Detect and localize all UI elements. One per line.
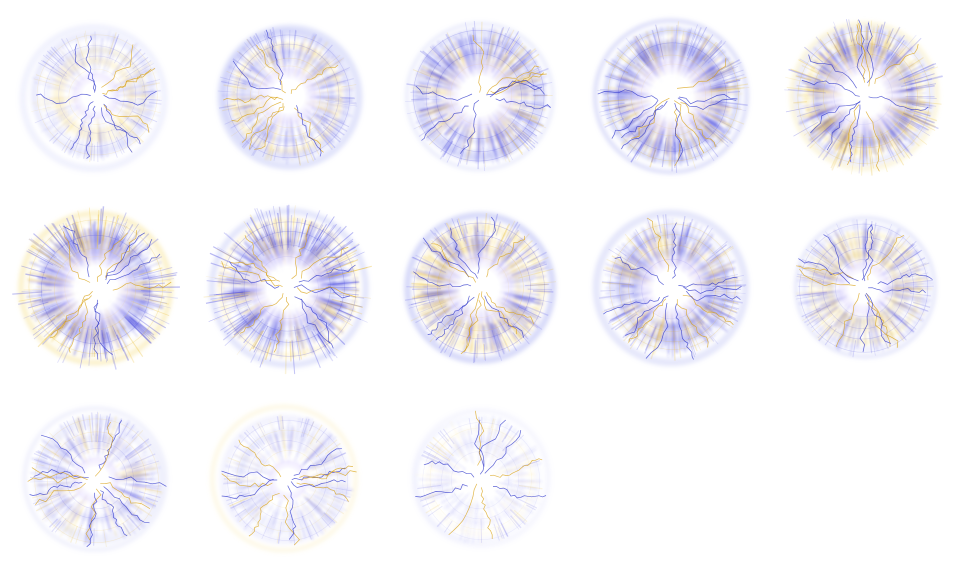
energy-burst-frame-8 [384,192,576,384]
energy-burst-graphic [593,18,750,175]
energy-burst-graphic [404,211,557,364]
energy-burst-graphic [22,406,168,552]
energy-burst-frame-2 [192,0,384,192]
energy-burst-graphic [411,408,551,548]
energy-burst-graphic [217,24,363,170]
energy-burst-graphic [209,404,359,553]
energy-burst-frame-11 [0,384,192,576]
energy-burst-frame-10 [768,192,960,384]
energy-burst-graphic [592,209,750,367]
energy-burst-frame-9 [576,192,768,384]
energy-burst-graphic [203,204,372,375]
energy-burst-frame-13 [384,384,576,576]
energy-burst-graphic [794,216,937,359]
energy-burst-frame-7 [192,192,384,384]
energy-burst-graphic [784,19,943,176]
energy-burst-graphic [19,23,168,173]
energy-burst-frame-12 [192,384,384,576]
energy-burst-frame-5 [768,0,960,192]
energy-burst-frame-1 [0,0,192,192]
energy-burst-graphic [405,20,555,172]
energy-burst-frame-4 [576,0,768,192]
energy-burst-frame-6 [0,192,192,384]
energy-burst-frame-3 [384,0,576,192]
energy-burst-graphic [12,206,180,370]
